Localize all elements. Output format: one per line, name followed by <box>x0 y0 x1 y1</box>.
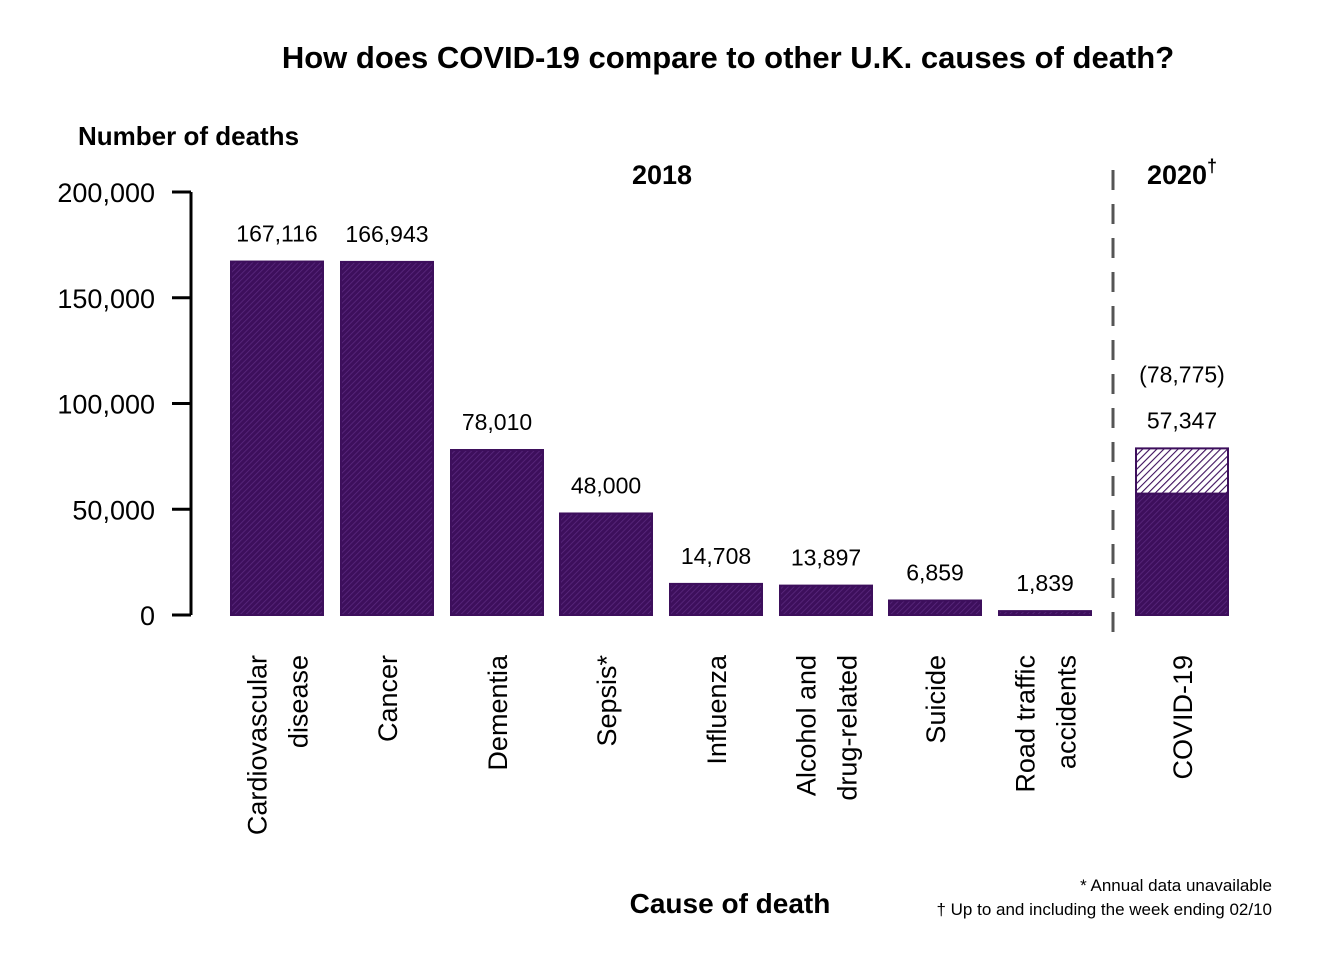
bar-road-traffic-accidents <box>998 610 1092 617</box>
bar-sepsis <box>559 512 653 616</box>
category-label-line: Dementia <box>483 654 513 771</box>
data-label-sepsis: 48,000 <box>571 472 641 498</box>
value-labels: 167,116 166,943 78,010 48,000 14,708 13,897 6,… <box>236 221 1225 597</box>
data-label-dementia: 78,010 <box>462 409 532 435</box>
data-label-covid-19: 57,347 <box>1147 407 1217 433</box>
group-label-2020: 2020† <box>1147 156 1217 190</box>
category-label-influenza: Influenza <box>702 654 732 765</box>
data-label-road-traffic-accidents: 1,839 <box>1016 570 1074 596</box>
category-label-cancer: Cancer <box>373 655 403 742</box>
y-axis-label: Number of deaths <box>78 121 299 151</box>
category-label-line: Alcohol and <box>792 655 822 796</box>
y-tick-label: 0 <box>140 601 155 631</box>
footnote-asterisk: * Annual data unavailable <box>1080 876 1272 895</box>
bar-covid-19 <box>1135 492 1229 616</box>
group-label-2018: 2018 <box>632 160 692 190</box>
category-label-line: disease <box>284 655 314 748</box>
bar-cardiovascular-disease <box>230 260 324 616</box>
chart-title: How does COVID-19 compare to other U.K. … <box>282 40 1174 75</box>
y-tick-label: 100,000 <box>57 390 155 420</box>
group-label-2020-dagger: † <box>1207 156 1217 176</box>
y-tick-label: 50,000 <box>72 495 155 525</box>
bar-dementia <box>450 449 544 616</box>
data-label-influenza: 14,708 <box>681 543 751 569</box>
bars <box>230 260 1229 617</box>
category-labels: Cardiovascular disease Cancer Dementia Sepsi… <box>243 654 1199 835</box>
category-label-line: Influenza <box>702 654 732 765</box>
y-tick-label: 150,000 <box>57 284 155 314</box>
category-label-sepsis: Sepsis* <box>592 655 622 747</box>
x-axis-label: Cause of death <box>630 888 831 919</box>
group-label-2020-year: 2020 <box>1147 160 1207 190</box>
bar-covid-19-projected <box>1135 447 1229 495</box>
footnote-dagger: † Up to and including the week ending 02… <box>936 900 1272 919</box>
data-label-cancer: 166,943 <box>345 221 428 247</box>
category-label-line: Suicide <box>921 655 951 744</box>
bar-cancer <box>340 260 434 616</box>
category-label-line: accidents <box>1052 655 1082 769</box>
bar-suicide <box>888 599 982 617</box>
category-label-line: COVID-19 <box>1168 655 1198 780</box>
bar-alcohol-and-drug-related <box>779 584 873 617</box>
bar-influenza <box>669 582 763 616</box>
category-label-line: Road traffic <box>1011 655 1041 793</box>
data-label-alcohol-and-drug-related: 13,897 <box>791 545 861 571</box>
category-label-alcohol-and-drug-related: Alcohol and drug-related <box>792 655 863 801</box>
category-label-line: Cancer <box>373 655 403 742</box>
data-label-suicide: 6,859 <box>906 559 964 585</box>
data-label-cardiovascular-disease: 167,116 <box>236 221 317 247</box>
category-label-cardiovascular-disease: Cardiovascular disease <box>243 655 314 835</box>
category-label-suicide: Suicide <box>921 655 951 744</box>
category-label-line: Sepsis* <box>592 655 622 747</box>
category-label-line: Cardiovascular <box>243 655 273 835</box>
y-axis: 0 50,000 100,000 150,000 200,000 <box>57 178 193 631</box>
data-label-covid-19-total: (78,775) <box>1139 361 1225 387</box>
category-label-dementia: Dementia <box>483 654 513 771</box>
category-label-road-traffic-accidents: Road traffic accidents <box>1011 655 1082 793</box>
y-tick-label: 200,000 <box>57 178 155 208</box>
category-label-covid-19: COVID-19 <box>1168 655 1198 780</box>
category-label-line: drug-related <box>833 655 863 801</box>
